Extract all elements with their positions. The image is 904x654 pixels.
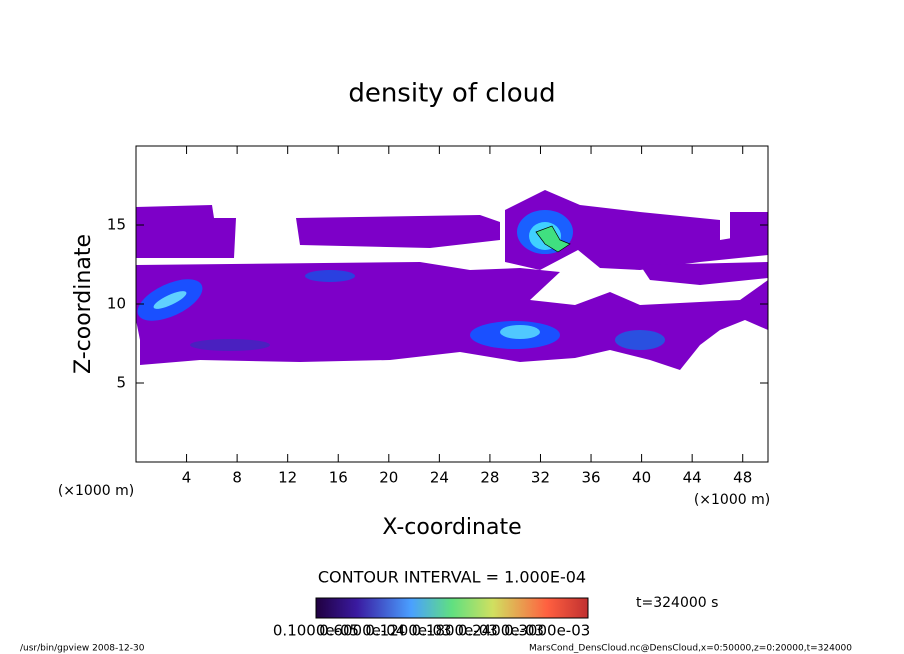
colorbar-label: 0.2400e-03 — [458, 622, 544, 640]
colorbar-label: 0.6000e-04 — [319, 622, 405, 640]
y-tick-label: 15 — [107, 216, 126, 234]
colorbar-label: 0.1200e-03 — [365, 622, 451, 640]
y-tick-label: 5 — [116, 374, 126, 392]
x-tick-label: 36 — [581, 469, 600, 487]
x-tick-label: 28 — [480, 469, 499, 487]
x-tick-label: 32 — [531, 469, 550, 487]
x-axis-label: X-coordinate — [382, 515, 521, 540]
cloud-field — [136, 190, 768, 370]
cloud-core — [137, 210, 665, 351]
chart-title: density of cloud — [348, 79, 555, 109]
contour-interval: CONTOUR INTERVAL = 1.000E-04 — [318, 568, 586, 587]
x-tick-label: 16 — [329, 469, 348, 487]
y-tick-label: 10 — [107, 295, 126, 313]
time-label: t=324000 s — [636, 595, 718, 611]
x-tick-label: 20 — [379, 469, 398, 487]
footer-right: MarsCond_DensCloud.nc@DensCloud,x=0:5000… — [529, 644, 852, 654]
x-tick-label: 40 — [632, 469, 651, 487]
colorbar-label: 0.1800e-03 — [412, 622, 498, 640]
colorbar-label: 0.3000e-03 — [504, 622, 590, 640]
x-tick-label: 12 — [278, 469, 297, 487]
x-tick-label: 8 — [232, 469, 242, 487]
y-axis-label: Z-coordinate — [71, 234, 96, 374]
x-tick-label: 24 — [430, 469, 449, 487]
colorbar — [315, 597, 589, 619]
x-tick-label: 4 — [182, 469, 192, 487]
x-tick-label: 48 — [733, 469, 752, 487]
footer-left: /usr/bin/gpview 2008-12-30 — [20, 644, 145, 654]
x-tick-label: 44 — [683, 469, 702, 487]
x-unit-left: (×1000 m) — [58, 483, 134, 499]
colorbar-label: 0.1000e-05 — [273, 622, 359, 640]
x-unit-right: (×1000 m) — [694, 492, 770, 508]
